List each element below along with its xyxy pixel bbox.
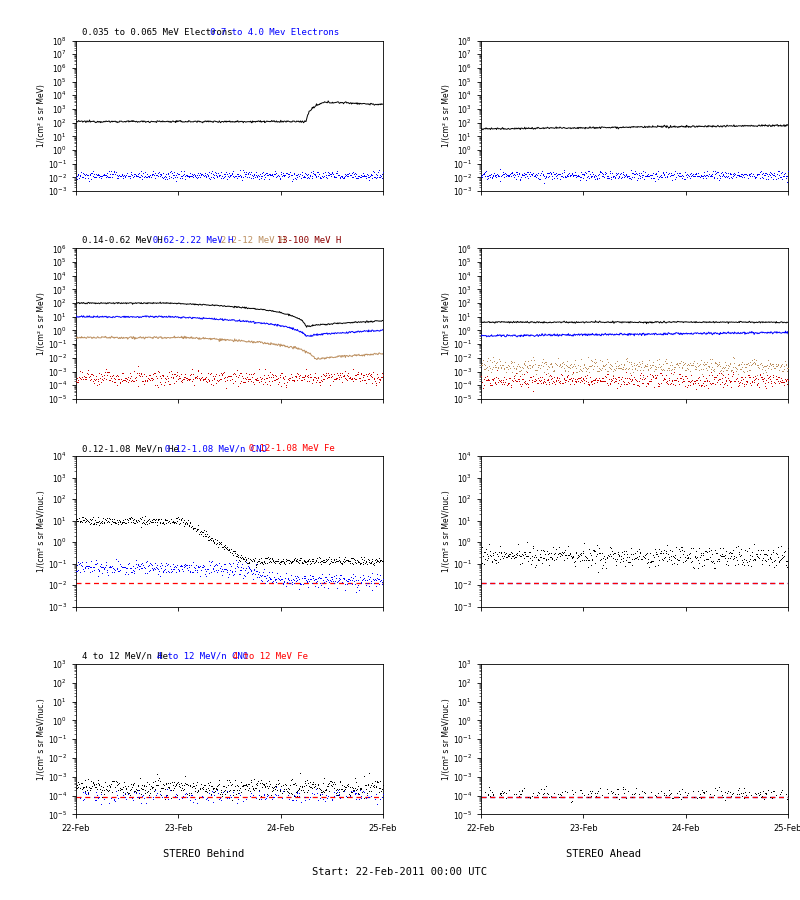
Text: 0.7 to 4.0 Mev Electrons: 0.7 to 4.0 Mev Electrons [194, 29, 339, 38]
Y-axis label: 1/(cm² s sr MeV/nuc.): 1/(cm² s sr MeV/nuc.) [442, 491, 451, 572]
Text: 4 to 12 MeV/n He: 4 to 12 MeV/n He [82, 652, 168, 661]
Y-axis label: 1/(cm² s sr MeV): 1/(cm² s sr MeV) [38, 85, 46, 148]
Text: STEREO Ahead: STEREO Ahead [566, 849, 642, 859]
Text: 4 to 12 MeV Fe: 4 to 12 MeV Fe [222, 652, 308, 661]
Text: 0.62-2.22 MeV H: 0.62-2.22 MeV H [142, 237, 234, 246]
Y-axis label: 1/(cm² s sr MeV): 1/(cm² s sr MeV) [442, 292, 451, 355]
Y-axis label: 1/(cm² s sr MeV): 1/(cm² s sr MeV) [38, 292, 46, 355]
Text: 0.12-1.08 MeV Fe: 0.12-1.08 MeV Fe [238, 444, 334, 453]
Y-axis label: 1/(cm² s sr MeV/nuc.): 1/(cm² s sr MeV/nuc.) [442, 698, 451, 780]
Text: 0.14-0.62 MeV H: 0.14-0.62 MeV H [82, 237, 162, 246]
Y-axis label: 1/(cm² s sr MeV): 1/(cm² s sr MeV) [442, 85, 451, 148]
Text: 13-100 MeV H: 13-100 MeV H [266, 237, 341, 246]
Text: 2.2-12 MeV H: 2.2-12 MeV H [210, 237, 285, 246]
Text: 4 to 12 MeV/n CNO: 4 to 12 MeV/n CNO [146, 652, 248, 661]
Text: 0.12-1.08 MeV/n He: 0.12-1.08 MeV/n He [82, 444, 179, 453]
Text: Start: 22-Feb-2011 00:00 UTC: Start: 22-Feb-2011 00:00 UTC [313, 867, 487, 877]
Y-axis label: 1/(cm² s sr MeV/nuc.): 1/(cm² s sr MeV/nuc.) [38, 491, 46, 572]
Y-axis label: 1/(cm² s sr MeV/nuc.): 1/(cm² s sr MeV/nuc.) [38, 698, 46, 780]
Text: 0.12-1.08 MeV/n CNO: 0.12-1.08 MeV/n CNO [154, 444, 267, 453]
Text: STEREO Behind: STEREO Behind [163, 849, 245, 859]
Text: 0.035 to 0.065 MeV Electrons: 0.035 to 0.065 MeV Electrons [82, 29, 233, 38]
